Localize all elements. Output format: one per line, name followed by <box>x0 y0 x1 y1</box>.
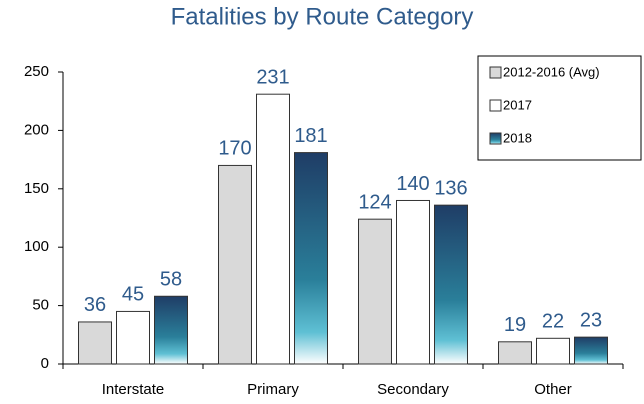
bar <box>294 152 328 365</box>
y-tick-label: 250 <box>24 63 49 80</box>
legend-label: 2012-2016 (Avg) <box>503 64 600 79</box>
value-label: 22 <box>542 311 564 333</box>
legend-label: 2017 <box>503 97 532 112</box>
bar <box>116 310 150 365</box>
bar <box>358 218 392 365</box>
value-label: 136 <box>434 177 467 199</box>
x-tick-label: Primary <box>247 381 299 398</box>
bar <box>218 164 252 365</box>
x-tick-label: Other <box>534 381 572 398</box>
y-tick-label: 150 <box>24 180 49 197</box>
y-tick-label: 200 <box>24 121 49 138</box>
value-label: 170 <box>218 138 251 160</box>
bar <box>78 321 112 365</box>
value-label: 19 <box>504 314 526 336</box>
legend-box <box>477 55 642 161</box>
x-tick-label: Secondary <box>377 381 449 398</box>
y-tick-label: 0 <box>41 355 49 372</box>
value-label: 58 <box>160 269 182 291</box>
legend-label: 2018 <box>503 130 532 145</box>
value-label: 124 <box>358 191 391 213</box>
value-label: 181 <box>294 125 327 147</box>
bar <box>536 337 570 365</box>
value-label: 36 <box>84 294 106 316</box>
bar <box>256 93 290 365</box>
y-tick-label: 50 <box>32 297 49 314</box>
bar <box>574 336 608 365</box>
bar <box>434 204 468 365</box>
chart-title: Fatalities by Route Category <box>171 3 474 30</box>
legend-swatch <box>489 132 502 145</box>
value-label: 231 <box>256 66 289 88</box>
x-tick-label: Interstate <box>102 381 165 398</box>
y-tick-label: 100 <box>24 238 49 255</box>
value-label: 23 <box>580 309 602 331</box>
value-label: 140 <box>396 173 429 195</box>
legend-swatch <box>489 99 502 112</box>
bar <box>396 199 430 365</box>
value-label: 45 <box>122 284 144 306</box>
bar <box>154 295 188 365</box>
legend-swatch <box>489 66 502 79</box>
bar <box>498 341 532 365</box>
